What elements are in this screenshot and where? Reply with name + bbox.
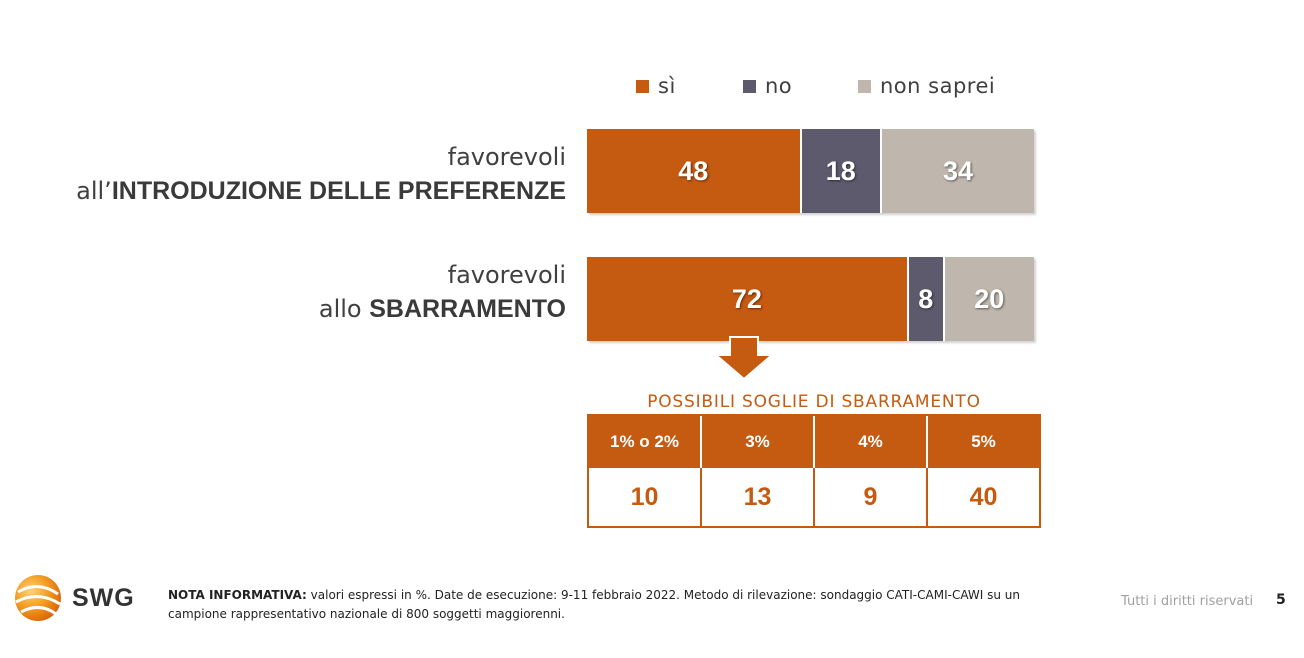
down-arrow-icon — [714, 336, 774, 381]
threshold-value-cell: 9 — [815, 468, 928, 526]
legend-swatch-non-saprei — [858, 79, 871, 93]
threshold-header-cell: 4% — [815, 416, 928, 468]
bar-segment: 34 — [882, 129, 1034, 213]
category-label-bold: INTRODUZIONE DELLE PREFERENZE — [111, 177, 566, 205]
bar-segment: 48 — [587, 129, 802, 213]
data-label: 34 — [942, 155, 973, 186]
thresholds-header-row: 1% o 2% 3% 4% 5% — [589, 416, 1039, 468]
threshold-header-cell: 1% o 2% — [589, 416, 702, 468]
legend-swatch-no — [743, 79, 756, 93]
stacked-bar-preferenze: 48 18 34 — [587, 129, 1034, 213]
category-label: favorevoli all’INTRODUZIONE DELLE PREFER… — [76, 140, 566, 208]
legend-label-non-saprei: non saprei — [880, 74, 996, 98]
thresholds-table: 1% o 2% 3% 4% 5% 10 13 9 40 — [587, 414, 1041, 528]
category-label: favorevoli allo SBARRAMENTO — [319, 258, 566, 326]
bar-segment: 72 — [587, 257, 909, 341]
bar-segment: 18 — [801, 129, 882, 213]
note-heading: NOTA INFORMATIVA: — [168, 588, 307, 602]
threshold-header-cell: 5% — [971, 432, 996, 451]
note-text: valori espressi in %. Date de esecuzione… — [168, 588, 1020, 621]
informative-note: NOTA INFORMATIVA: valori espressi in %. … — [168, 586, 1048, 624]
swg-logo-icon — [15, 575, 61, 621]
data-label: 8 — [918, 283, 934, 314]
legend-swatch-si — [636, 79, 649, 93]
category-label-bold: SBARRAMENTO — [369, 295, 566, 323]
data-label: 18 — [825, 155, 856, 186]
page-number: 5 — [1276, 592, 1286, 608]
rights-text: Tutti i diritti riservati — [1121, 594, 1254, 609]
category-label-line1: favorevoli — [447, 261, 566, 289]
category-label-prefix: all’ — [76, 177, 112, 205]
threshold-value-cell: 40 — [969, 482, 998, 511]
legend-label-si: sì — [658, 74, 676, 98]
legend-item-si: sì — [636, 74, 676, 98]
threshold-value-cell: 10 — [589, 468, 702, 526]
threshold-value-cell: 13 — [702, 468, 815, 526]
category-label-prefix: allo — [318, 295, 370, 323]
data-label: 48 — [678, 155, 709, 186]
data-label: 20 — [974, 283, 1005, 314]
data-label: 72 — [731, 283, 762, 314]
category-label-line1: favorevoli — [447, 143, 566, 171]
swg-logo-text: SWG — [72, 584, 135, 612]
legend-item-non-saprei: non saprei — [858, 74, 995, 98]
thresholds-value-row: 10 13 9 40 — [589, 468, 1039, 526]
threshold-header-cell: 3% — [702, 416, 815, 468]
legend-label-no: no — [765, 74, 793, 98]
bar-segment: 8 — [908, 257, 945, 341]
bar-segment: 20 — [944, 257, 1034, 341]
thresholds-title: POSSIBILI SOGLIE DI SBARRAMENTO — [647, 392, 981, 412]
stacked-bar-sbarramento: 72 8 20 — [587, 257, 1034, 341]
legend-item-no: no — [743, 74, 792, 98]
